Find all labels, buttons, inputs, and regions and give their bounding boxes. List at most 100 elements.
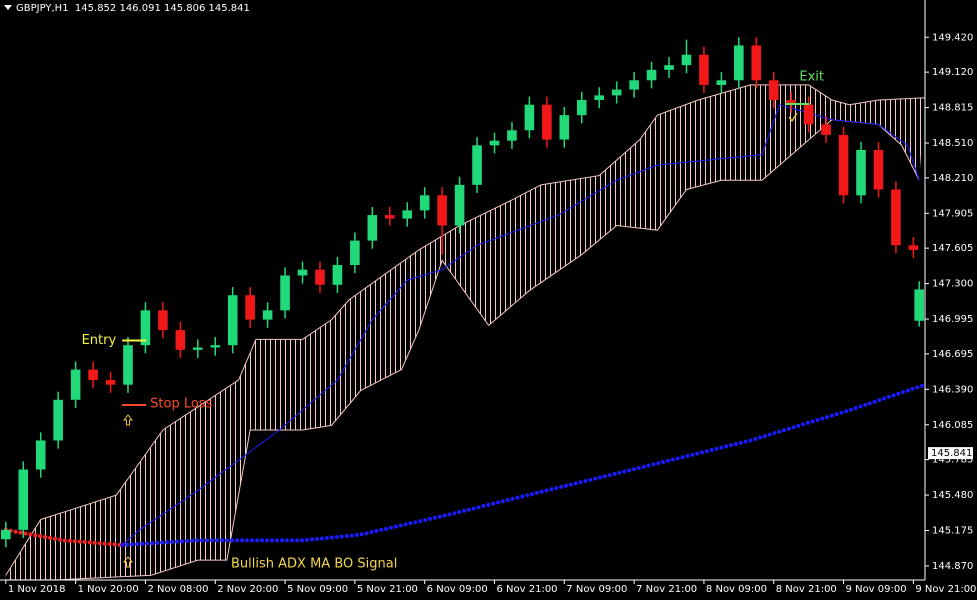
level-label: Exit <box>799 69 824 84</box>
candle-body <box>419 195 430 211</box>
cloud-upper <box>5 84 926 576</box>
kijun-line <box>121 104 920 546</box>
y-tick-label: 146.390 <box>932 384 973 395</box>
candle-body <box>437 195 447 226</box>
candle-body <box>402 210 413 219</box>
candle-body <box>751 45 762 81</box>
candle-body <box>262 310 273 320</box>
candle-body <box>297 269 308 276</box>
candle-body <box>489 140 500 146</box>
cloud-fill <box>5 84 925 580</box>
candle-body <box>227 295 238 346</box>
candle-body <box>681 54 692 66</box>
candle-body <box>594 95 605 101</box>
x-tick-label: 6 Nov 09:00 <box>427 584 488 595</box>
cloud-lower <box>5 119 920 581</box>
candle-body <box>838 134 849 196</box>
arrow-icon <box>122 414 134 426</box>
check-icon <box>788 112 798 123</box>
candle-body <box>803 104 814 125</box>
candle-body <box>105 380 116 385</box>
candle-body <box>873 149 884 190</box>
moving-average <box>3 527 125 548</box>
candle-body <box>629 80 639 90</box>
y-tick-label: 146.695 <box>932 349 973 360</box>
candle-body <box>367 215 378 241</box>
candle-body <box>384 215 395 219</box>
level-label: Stop Loss <box>150 397 212 412</box>
y-tick-label: 148.210 <box>932 173 973 184</box>
x-tick-label: 6 Nov 21:00 <box>496 584 557 595</box>
candle-body <box>472 145 482 185</box>
y-tick-label: 148.510 <box>932 138 973 149</box>
last-price-box <box>928 447 973 460</box>
y-tick-label: 149.420 <box>932 32 973 43</box>
candle-body <box>175 330 186 350</box>
candle-body <box>245 295 255 320</box>
y-tick-label: 147.300 <box>932 279 973 290</box>
y-tick-label: 148.815 <box>932 103 973 114</box>
x-tick-label: 1 Nov 20:00 <box>78 584 139 595</box>
x-tick-label: 2 Nov 08:00 <box>147 584 208 595</box>
candle-body <box>734 45 744 81</box>
y-tick-label: 147.605 <box>932 243 973 254</box>
candle-body <box>821 124 831 135</box>
candle-body <box>158 310 168 331</box>
candle-body <box>53 399 63 441</box>
candle-body <box>716 80 727 85</box>
x-tick-label: 5 Nov 21:00 <box>357 584 418 595</box>
y-tick-label: 146.995 <box>932 314 973 325</box>
y-tick-label: 145.785 <box>932 455 973 466</box>
candle-body <box>35 440 46 470</box>
candle-body <box>646 69 657 81</box>
candle-body <box>856 149 866 196</box>
y-tick-label: 149.120 <box>932 67 973 78</box>
candle-body <box>1 529 11 540</box>
candle-body <box>576 100 587 116</box>
candle-body <box>664 65 674 70</box>
plot-area <box>1 37 927 581</box>
candle-body <box>786 100 796 105</box>
candle-body <box>192 347 203 350</box>
x-tick-label: 2 Nov 20:00 <box>217 584 278 595</box>
candle-body <box>210 345 221 348</box>
candle-body <box>908 245 919 250</box>
candle-body <box>768 80 779 101</box>
candle-body <box>507 130 517 141</box>
moving-average <box>120 382 927 548</box>
candle-body <box>891 189 901 246</box>
x-tick-label: 7 Nov 09:00 <box>566 584 627 595</box>
x-tick-label: 7 Nov 21:00 <box>636 584 697 595</box>
y-tick-label: 147.905 <box>932 208 973 219</box>
x-tick-label: 9 Nov 21:00 <box>915 584 976 595</box>
candle-body <box>699 54 709 85</box>
candle-body <box>88 369 98 381</box>
candle-body <box>18 469 29 530</box>
candle-body <box>350 240 360 266</box>
candle-body <box>524 104 535 131</box>
candle-body <box>280 275 290 311</box>
y-tick-label: 144.870 <box>932 561 973 572</box>
last-price-label: 145.841 <box>931 448 972 459</box>
candle-body <box>542 104 552 140</box>
candle-body <box>454 184 465 226</box>
candle-body <box>332 265 343 285</box>
x-tick-label: 1 Nov 2018 <box>8 584 66 595</box>
y-tick-label: 146.085 <box>932 420 973 431</box>
x-tick-label: 8 Nov 09:00 <box>706 584 767 595</box>
candle-body <box>611 89 622 96</box>
candle-body <box>140 310 151 346</box>
arrow-icon <box>122 556 134 568</box>
x-tick-label: 9 Nov 09:00 <box>846 584 907 595</box>
chart-title: GBPJPY,H1 145.852 146.091 145.806 145.84… <box>16 3 250 14</box>
menu-triangle[interactable] <box>4 5 12 10</box>
level-label: Entry <box>82 333 117 348</box>
candle-body <box>315 269 325 285</box>
y-tick-label: 145.480 <box>932 490 973 501</box>
x-tick-label: 8 Nov 21:00 <box>776 584 837 595</box>
y-tick-label: 145.175 <box>932 526 973 537</box>
candle-body <box>559 115 570 140</box>
candle-body <box>914 289 924 321</box>
